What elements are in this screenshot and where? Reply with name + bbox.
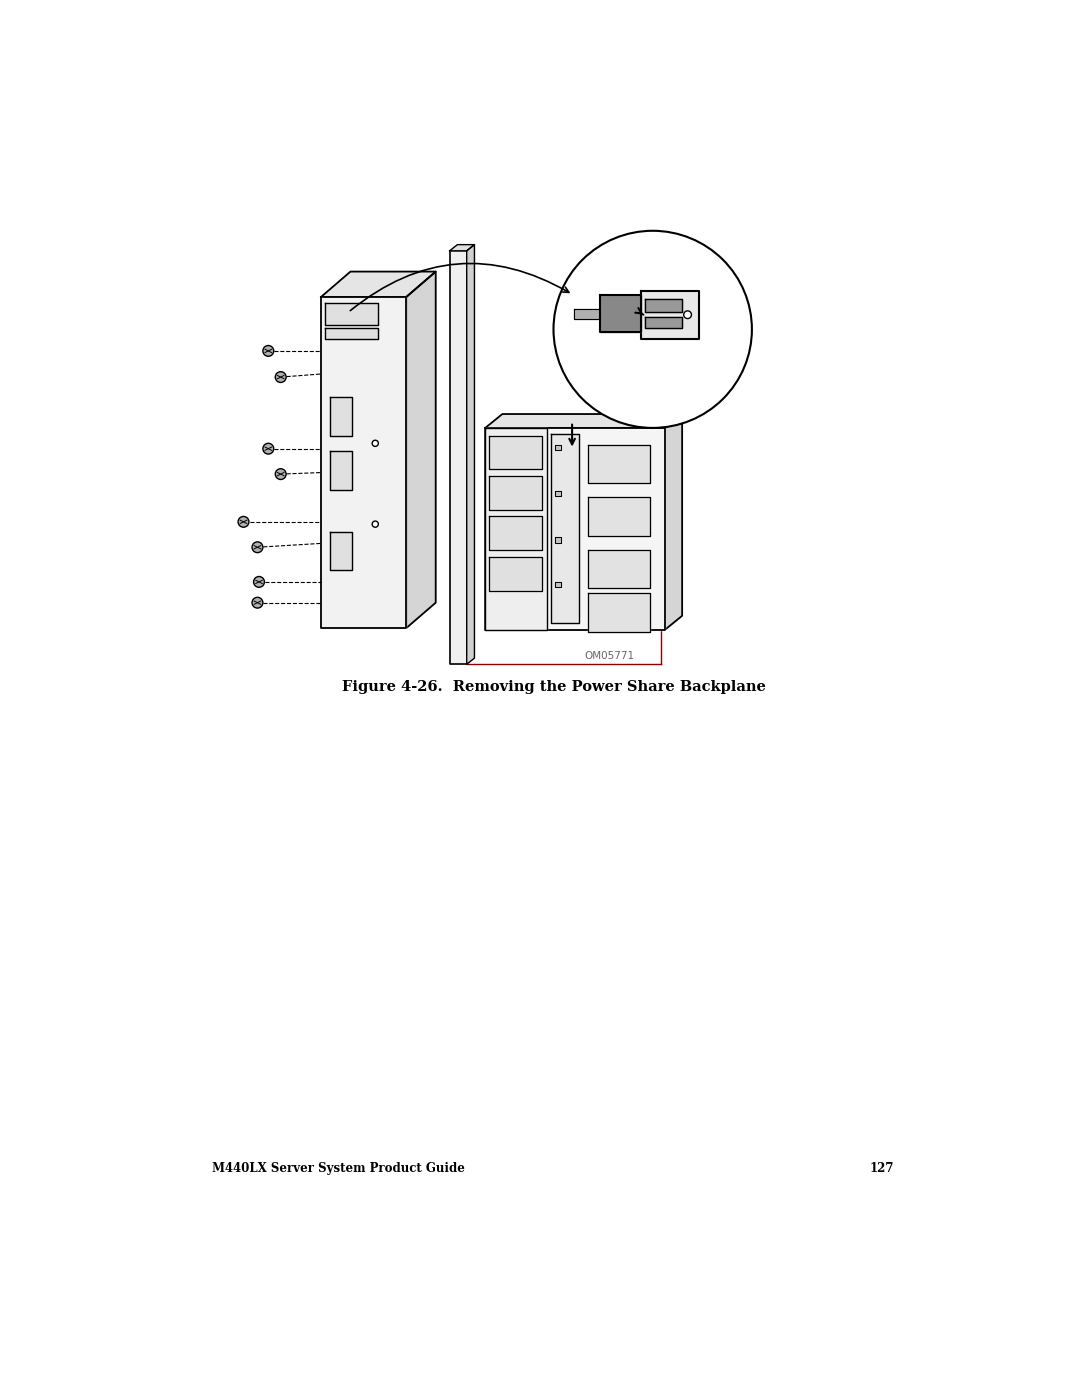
- Polygon shape: [485, 427, 548, 630]
- Polygon shape: [449, 251, 467, 665]
- Polygon shape: [665, 414, 683, 630]
- Polygon shape: [489, 557, 542, 591]
- Circle shape: [252, 542, 262, 553]
- Circle shape: [373, 440, 378, 447]
- Polygon shape: [589, 497, 649, 535]
- Polygon shape: [642, 291, 699, 338]
- Polygon shape: [555, 444, 562, 450]
- Polygon shape: [485, 414, 683, 427]
- Circle shape: [254, 577, 265, 587]
- Polygon shape: [325, 328, 378, 338]
- Circle shape: [275, 372, 286, 383]
- Circle shape: [252, 598, 262, 608]
- Polygon shape: [573, 309, 600, 320]
- Polygon shape: [645, 299, 683, 313]
- Polygon shape: [645, 317, 683, 328]
- Circle shape: [238, 517, 248, 527]
- Polygon shape: [406, 271, 435, 629]
- Circle shape: [684, 312, 691, 319]
- Polygon shape: [489, 515, 542, 549]
- Polygon shape: [555, 490, 562, 496]
- Polygon shape: [467, 244, 474, 665]
- Polygon shape: [600, 295, 642, 331]
- Polygon shape: [551, 434, 579, 623]
- Polygon shape: [589, 549, 649, 588]
- Text: M440LX Server System Product Guide: M440LX Server System Product Guide: [213, 1162, 465, 1175]
- Text: Figure 4-26.  Removing the Power Share Backplane: Figure 4-26. Removing the Power Share Ba…: [341, 680, 766, 694]
- Circle shape: [554, 231, 752, 427]
- Circle shape: [262, 345, 273, 356]
- Circle shape: [373, 521, 378, 527]
- Polygon shape: [589, 594, 649, 631]
- Polygon shape: [325, 303, 378, 324]
- Text: 127: 127: [870, 1162, 894, 1175]
- Polygon shape: [330, 397, 352, 436]
- Polygon shape: [589, 444, 649, 483]
- Text: OM05771: OM05771: [584, 651, 634, 661]
- Polygon shape: [555, 538, 562, 542]
- Polygon shape: [321, 271, 435, 298]
- Polygon shape: [321, 298, 406, 629]
- Circle shape: [275, 469, 286, 479]
- Polygon shape: [489, 436, 542, 469]
- Polygon shape: [489, 475, 542, 510]
- Polygon shape: [330, 532, 352, 570]
- Polygon shape: [485, 427, 665, 630]
- Polygon shape: [449, 244, 474, 251]
- Polygon shape: [330, 451, 352, 489]
- Polygon shape: [555, 583, 562, 587]
- Circle shape: [262, 443, 273, 454]
